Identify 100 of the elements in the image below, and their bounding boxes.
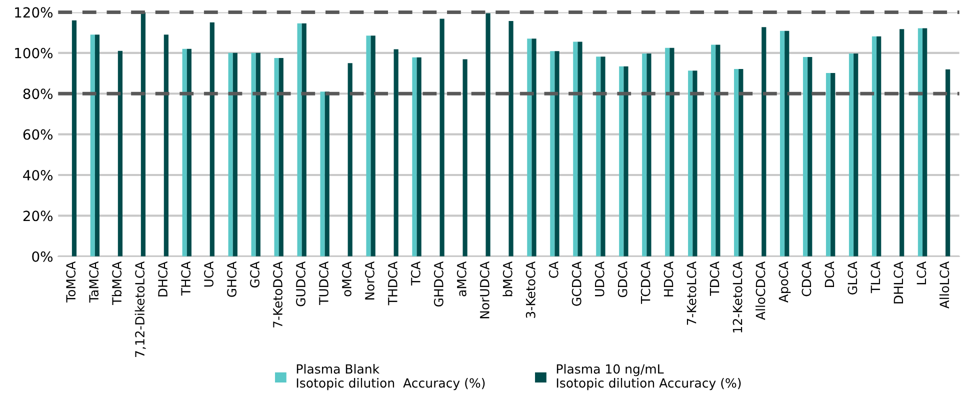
- bar: [573, 42, 578, 256]
- bar: [508, 20, 514, 256]
- x-tick-label: TLCA: [870, 261, 880, 294]
- x-tick-label: aMCA: [456, 261, 466, 296]
- x-tick-label: AlloCDCA: [756, 261, 766, 320]
- x-tick-label: 3-KetoCA: [526, 261, 536, 318]
- y-tick-label: 100%: [15, 48, 53, 58]
- bar: [72, 20, 77, 256]
- x-tick-label: GHCA: [227, 261, 236, 297]
- x-tick-label: TCDCA: [640, 261, 650, 304]
- bar: [688, 70, 693, 256]
- bar: [670, 48, 674, 256]
- y-tick-label: 120%: [15, 7, 53, 18]
- bar: [922, 28, 928, 256]
- bar: [734, 68, 739, 256]
- bar: [394, 49, 398, 256]
- legend-label: Plasma Blank Isotopic dilution Accuracy (%): [296, 364, 485, 390]
- x-tick-label: 7-KetoLCA: [686, 261, 696, 325]
- bar: [646, 54, 652, 256]
- bar: [826, 73, 831, 256]
- bar: [462, 59, 468, 256]
- bar: [596, 56, 601, 256]
- y-tick-label: 0%: [32, 251, 53, 262]
- bar: [370, 36, 376, 256]
- x-tick-label: 7-KetoDCA: [273, 261, 282, 328]
- x-tick-label: NorCA: [364, 261, 374, 300]
- x-tick-label: CDCA: [802, 261, 812, 296]
- x-tick-label: GCDCA: [572, 261, 582, 306]
- bar: [94, 34, 100, 256]
- bar: [324, 92, 330, 256]
- bar: [848, 54, 854, 256]
- x-tick-label: TaMCA: [89, 261, 99, 303]
- x-tick-label: TUDCA: [318, 261, 328, 305]
- x-tick-label: oMCA: [342, 261, 352, 296]
- y-tick-label: 20%: [23, 210, 53, 222]
- x-tick-label: THDCA: [388, 261, 398, 306]
- bar: [210, 22, 214, 256]
- bar: [348, 63, 352, 256]
- bar: [830, 73, 836, 256]
- bar: [762, 27, 766, 256]
- bar: [320, 92, 325, 256]
- y-tick-label: 60%: [23, 129, 53, 140]
- legend-label: Plasma 10 ng/mL Isotopic dilution Accuracy (%): [556, 364, 741, 390]
- bar: [532, 38, 536, 256]
- x-tick-label: DHLCA: [894, 261, 904, 304]
- bar: [297, 23, 302, 256]
- bar: [251, 52, 256, 256]
- bar: [808, 56, 812, 256]
- bar: [274, 58, 279, 256]
- x-tick-label: TCA: [410, 261, 420, 286]
- bar: [232, 52, 238, 256]
- bar: [738, 68, 744, 256]
- x-tick-label: GDCA: [618, 261, 628, 298]
- bar: [527, 38, 532, 256]
- x-tick-label: GUDCA: [296, 261, 306, 306]
- bar: [256, 52, 260, 256]
- bar: [624, 66, 628, 256]
- bar: [946, 69, 950, 256]
- x-tick-label: DCA: [824, 261, 834, 287]
- bar: [854, 54, 858, 256]
- bar: [164, 34, 168, 256]
- x-tick-label: TbMCA: [112, 261, 122, 305]
- bar: [140, 12, 146, 256]
- bar: [550, 51, 555, 256]
- bar: [918, 28, 923, 256]
- bar: [440, 18, 444, 256]
- x-tick-label: bMCA: [502, 261, 512, 296]
- x-tick-label: HDCA: [664, 261, 674, 296]
- x-tick-label: AlloLCA: [939, 261, 950, 309]
- bar: [716, 44, 720, 256]
- bar: [118, 50, 123, 256]
- bar: [784, 30, 790, 256]
- x-tick-label: 12-KetoLCA: [732, 261, 742, 332]
- x-tick-label: LCA: [916, 261, 926, 284]
- bar: [711, 44, 716, 256]
- x-tick-label: GCA: [250, 261, 260, 288]
- x-tick-label: NorUDCA: [480, 261, 490, 318]
- bar: [554, 51, 560, 256]
- bar: [486, 13, 490, 256]
- bar: [802, 56, 808, 256]
- x-tick-label: GHDCA: [434, 261, 444, 307]
- bar: [900, 29, 904, 256]
- x-tick-label: GLCA: [848, 261, 858, 294]
- x-tick-label: UCA: [204, 261, 214, 287]
- bar: [412, 57, 417, 256]
- bar: [186, 48, 192, 256]
- x-tick-label: TDCA: [710, 261, 720, 296]
- y-tick-label: 40%: [23, 170, 53, 180]
- bar: [90, 34, 95, 256]
- bar: [876, 36, 882, 256]
- bar: [182, 48, 187, 256]
- bar: [665, 48, 670, 256]
- bar: [302, 23, 306, 256]
- x-tick-label: THCA: [181, 261, 191, 296]
- bar: [228, 52, 233, 256]
- bar: [872, 36, 877, 256]
- y-tick-label: 80%: [23, 88, 53, 100]
- bar: [780, 30, 785, 256]
- x-tick-label: UDCA: [594, 261, 604, 296]
- bar: [366, 36, 371, 256]
